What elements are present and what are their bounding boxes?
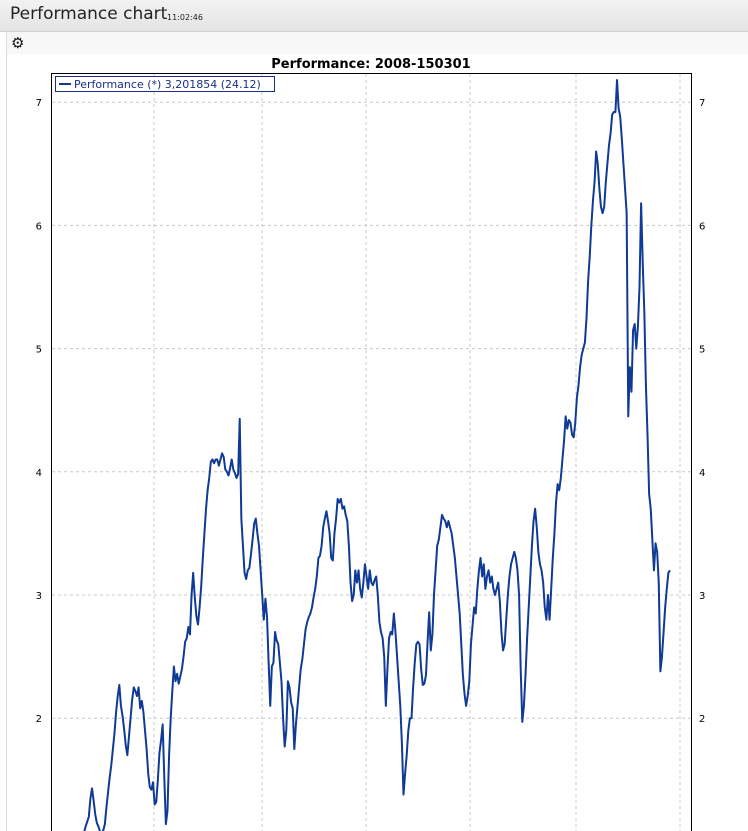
y-tick-label-left: 2 <box>36 714 42 725</box>
window-time: 11:02:46 <box>167 13 203 22</box>
y-tick-label-right: 3 <box>699 591 705 602</box>
y-axis-right: 2 3 4 5 6 7 <box>699 98 705 725</box>
legend-entry: Performance (*) 3,201854 (24.12) <box>74 78 261 91</box>
y-tick-label-right: 6 <box>699 221 705 232</box>
y-tick-label-right: 2 <box>699 714 705 725</box>
y-tick-label-left: 4 <box>36 468 42 479</box>
y-tick-label-left: 3 <box>36 591 42 602</box>
y-tick-label-left: 6 <box>36 221 42 232</box>
performance-chart: Performance: 2008-150301 2 3 4 5 6 7 2 3 4 5 6 7 P… <box>36 57 705 831</box>
chart-toolbar: ⚙ <box>6 32 748 54</box>
y-tick-label-right: 7 <box>699 98 705 109</box>
y-tick-label-left: 5 <box>36 345 42 356</box>
legend: Performance (*) 3,201854 (24.12) <box>55 76 275 92</box>
chart-title: Performance: 2008-150301 <box>271 57 470 72</box>
y-tick-label-left: 7 <box>36 98 42 109</box>
grid-lines <box>52 74 692 831</box>
gear-icon[interactable]: ⚙ <box>11 34 25 52</box>
performance-series-line <box>83 79 671 831</box>
chart-area: Performance: 2008-150301 2 3 4 5 6 7 2 3 4 5 6 7 P… <box>6 54 748 831</box>
window-title: Performance chart <box>10 4 168 24</box>
legend-box <box>55 76 275 92</box>
plot-frame <box>51 73 692 831</box>
y-tick-label-right: 4 <box>699 468 705 479</box>
y-tick-label-right: 5 <box>699 345 705 356</box>
y-axis-left: 2 3 4 5 6 7 <box>36 98 42 725</box>
window-titlebar: Performance chart 11:02:46 <box>0 0 748 32</box>
